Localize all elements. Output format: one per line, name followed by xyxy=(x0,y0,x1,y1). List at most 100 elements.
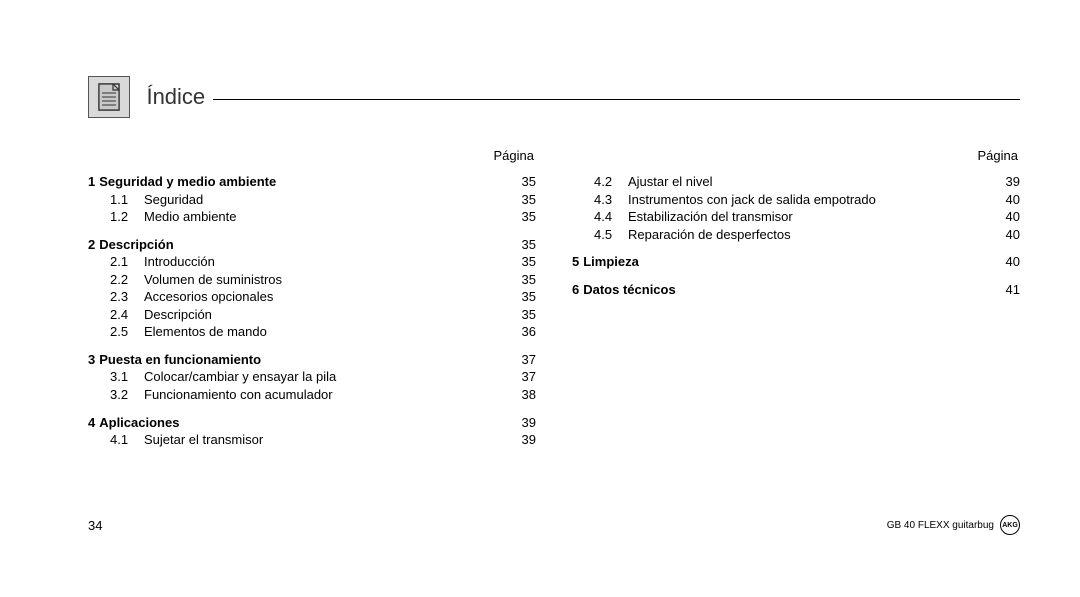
toc-page: 35 xyxy=(512,306,536,324)
toc-row-main: 4 Aplicaciones 39 xyxy=(88,414,536,432)
toc-label: Funcionamiento con acumulador xyxy=(140,386,335,404)
toc-number: 3.2 xyxy=(110,386,140,404)
toc-page: 35 xyxy=(512,173,536,191)
toc-row-main: 3 Puesta en funcionamiento 37 xyxy=(88,351,536,369)
toc-label: Descripción xyxy=(140,306,214,324)
toc-page: 41 xyxy=(996,281,1020,299)
toc-row-sub: 4.4 Estabilización del transmisor 40 xyxy=(572,208,1020,226)
toc-page: 40 xyxy=(996,191,1020,209)
toc-page: 35 xyxy=(512,236,536,254)
toc-label: Introducción xyxy=(140,253,217,271)
toc-label: Colocar/cambiar y ensayar la pila xyxy=(140,368,338,386)
toc-page: 35 xyxy=(512,253,536,271)
toc-number: 6 xyxy=(572,281,579,299)
toc-label: Volumen de suministros xyxy=(140,271,284,289)
toc-page: 39 xyxy=(512,431,536,449)
toc-number: 1.2 xyxy=(110,208,140,226)
toc-page: 37 xyxy=(512,351,536,369)
toc-label: Elementos de mando xyxy=(140,323,269,341)
toc-number: 4.5 xyxy=(594,226,624,244)
toc-page: 35 xyxy=(512,271,536,289)
toc-number: 3.1 xyxy=(110,368,140,386)
toc-page: 39 xyxy=(512,414,536,432)
toc-label: Instrumentos con jack de salida empotrad… xyxy=(624,191,878,209)
toc-label: Datos técnicos xyxy=(579,281,677,299)
page-root: Índice Página 1 Seguridad y medio ambien… xyxy=(0,0,1080,597)
toc-page: 35 xyxy=(512,288,536,306)
toc-page: 36 xyxy=(512,323,536,341)
doc-reference: GB 40 FLEXX guitarbug xyxy=(887,520,994,531)
toc-number: 2.1 xyxy=(110,253,140,271)
toc-row-sub: 2.2 Volumen de suministros 35 xyxy=(88,271,536,289)
toc-number: 2.4 xyxy=(110,306,140,324)
toc-number: 2.5 xyxy=(110,323,140,341)
toc-label: Ajustar el nivel xyxy=(624,173,715,191)
toc-left-column: Página 1 Seguridad y medio ambiente 35 1… xyxy=(88,148,536,459)
toc-number: 2 xyxy=(88,236,95,254)
header-inner: Índice xyxy=(88,76,213,118)
toc-label: Seguridad xyxy=(140,191,205,209)
toc-row-sub: 2.3 Accesorios opcionales 35 xyxy=(88,288,536,306)
page-title: Índice xyxy=(146,84,205,110)
toc-label: Medio ambiente xyxy=(140,208,239,226)
toc-number: 4.1 xyxy=(110,431,140,449)
toc-page: 38 xyxy=(512,386,536,404)
toc-section: 1 Seguridad y medio ambiente 35 1.1 Segu… xyxy=(88,173,536,226)
document-icon xyxy=(88,76,130,118)
toc-row-sub: 4.2 Ajustar el nivel 39 xyxy=(572,173,1020,191)
toc-section: 3 Puesta en funcionamiento 37 3.1 Coloca… xyxy=(88,351,536,404)
footer-right: GB 40 FLEXX guitarbug AKG xyxy=(887,515,1020,535)
toc-row-sub: 4.3 Instrumentos con jack de salida empo… xyxy=(572,191,1020,209)
toc-number: 4.2 xyxy=(594,173,624,191)
toc-row-sub: 3.2 Funcionamiento con acumulador 38 xyxy=(88,386,536,404)
toc-number: 1.1 xyxy=(110,191,140,209)
toc-number: 3 xyxy=(88,351,95,369)
toc-page: 35 xyxy=(512,191,536,209)
toc-number: 4.3 xyxy=(594,191,624,209)
toc-row-sub: 4.1 Sujetar el transmisor 39 xyxy=(88,431,536,449)
toc-label: Estabilización del transmisor xyxy=(624,208,795,226)
toc-page: 40 xyxy=(996,253,1020,271)
toc-row-sub: 1.2 Medio ambiente 35 xyxy=(88,208,536,226)
toc-row-main: 5 Limpieza 40 xyxy=(572,253,1020,271)
toc-number: 4.4 xyxy=(594,208,624,226)
page-number: 34 xyxy=(88,518,102,533)
toc-label: Reparación de desperfectos xyxy=(624,226,793,244)
toc-page: 37 xyxy=(512,368,536,386)
toc-section-continued: 4.2 Ajustar el nivel 39 4.3 Instrumentos… xyxy=(572,173,1020,243)
toc-columns: Página 1 Seguridad y medio ambiente 35 1… xyxy=(88,148,1020,459)
toc-label: Aplicaciones xyxy=(95,414,181,432)
toc-right-column: Página 4.2 Ajustar el nivel 39 4.3 Instr… xyxy=(572,148,1020,459)
toc-page: 40 xyxy=(996,226,1020,244)
toc-section: 4 Aplicaciones 39 4.1 Sujetar el transmi… xyxy=(88,414,536,449)
toc-label: Accesorios opcionales xyxy=(140,288,275,306)
toc-number: 1 xyxy=(88,173,95,191)
toc-section: 6 Datos técnicos 41 xyxy=(572,281,1020,299)
toc-label: Descripción xyxy=(95,236,175,254)
toc-row-main: 2 Descripción 35 xyxy=(88,236,536,254)
toc-page: 35 xyxy=(512,208,536,226)
toc-row-sub: 4.5 Reparación de desperfectos 40 xyxy=(572,226,1020,244)
header: Índice xyxy=(88,76,1020,118)
toc-row-sub: 2.1 Introducción 35 xyxy=(88,253,536,271)
toc-number: 4 xyxy=(88,414,95,432)
toc-number: 5 xyxy=(572,253,579,271)
toc-number: 2.2 xyxy=(110,271,140,289)
toc-section: 5 Limpieza 40 xyxy=(572,253,1020,271)
toc-page: 40 xyxy=(996,208,1020,226)
toc-row-sub: 2.4 Descripción 35 xyxy=(88,306,536,324)
toc-row-sub: 3.1 Colocar/cambiar y ensayar la pila 37 xyxy=(88,368,536,386)
column-header-right: Página xyxy=(572,148,1020,163)
column-header-left: Página xyxy=(88,148,536,163)
toc-label: Seguridad y medio ambiente xyxy=(95,173,278,191)
toc-page: 39 xyxy=(996,173,1020,191)
toc-row-sub: 2.5 Elementos de mando 36 xyxy=(88,323,536,341)
toc-row-sub: 1.1 Seguridad 35 xyxy=(88,191,536,209)
footer: 34 GB 40 FLEXX guitarbug AKG xyxy=(88,515,1020,535)
toc-label: Limpieza xyxy=(579,253,641,271)
brand-logo-icon: AKG xyxy=(1000,515,1020,535)
toc-row-main: 6 Datos técnicos 41 xyxy=(572,281,1020,299)
toc-section: 2 Descripción 35 2.1 Introducción 35 2.2… xyxy=(88,236,536,341)
toc-number: 2.3 xyxy=(110,288,140,306)
toc-label: Puesta en funcionamiento xyxy=(95,351,263,369)
